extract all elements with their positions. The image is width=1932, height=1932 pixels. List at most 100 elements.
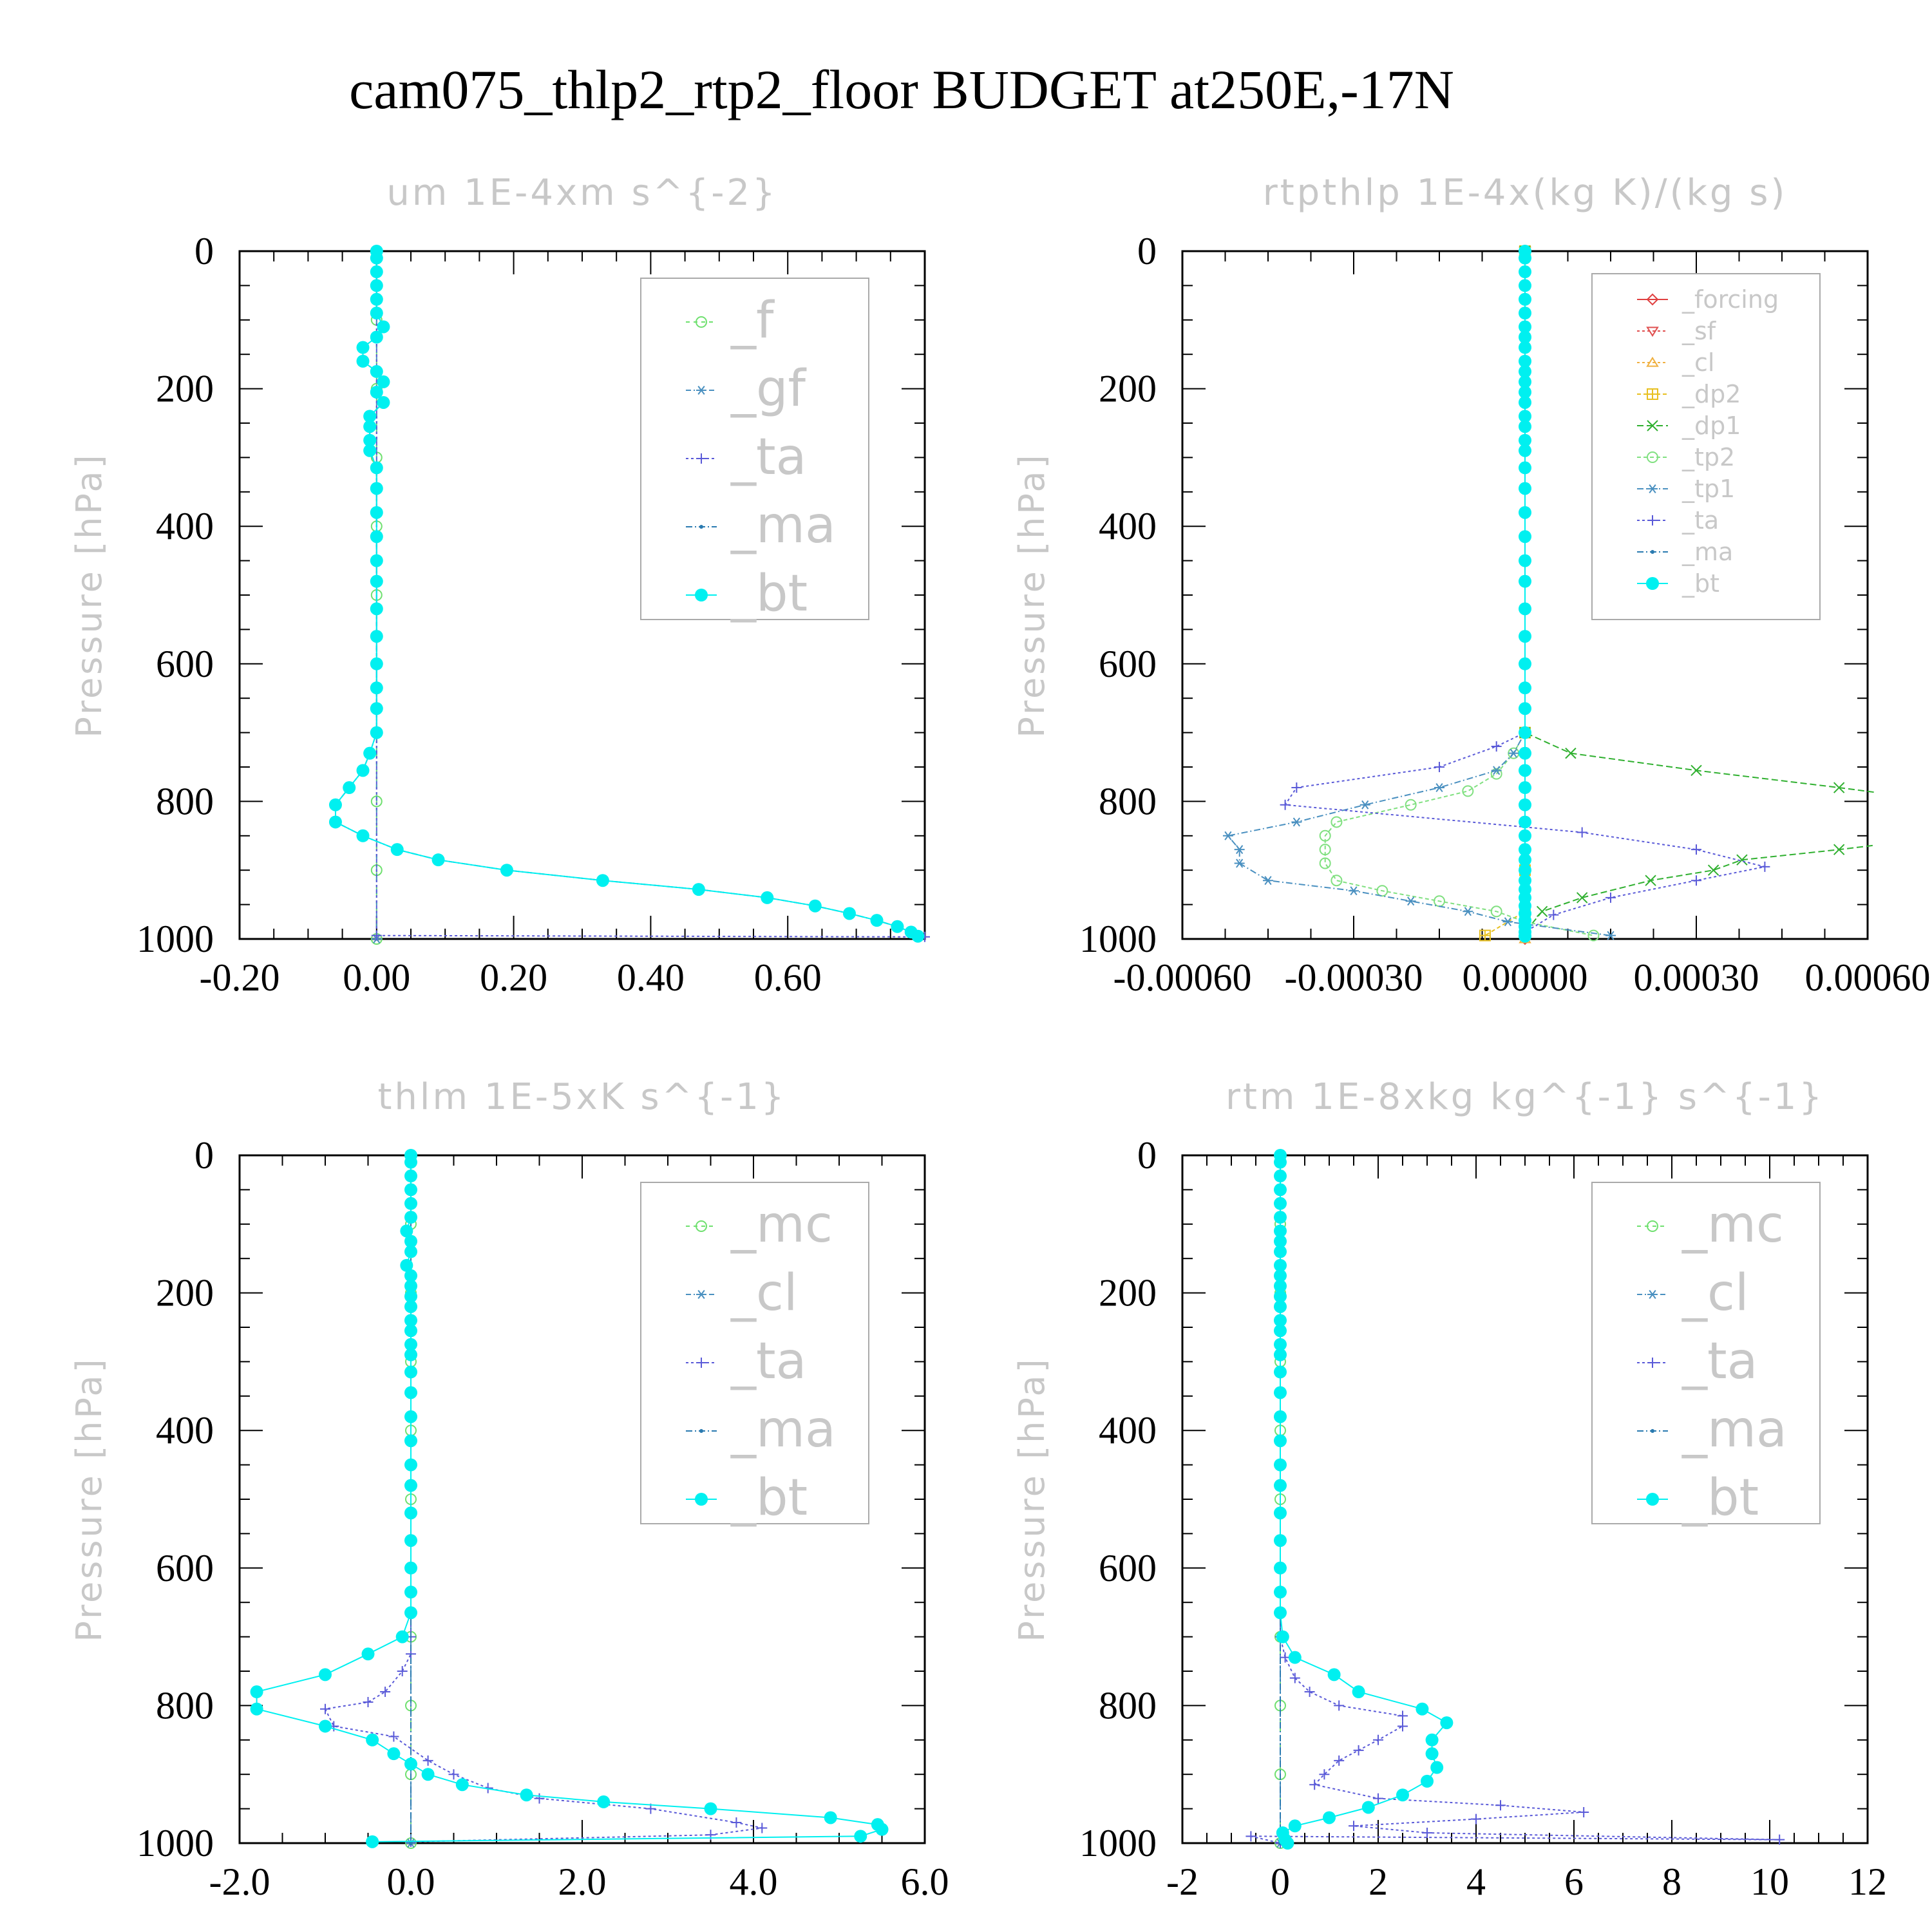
data-point [1334,1700,1345,1711]
series-line [1227,251,1611,936]
series-line [335,251,918,937]
x-tick-label: 6.0 [901,1861,949,1903]
legend-label: _ma [730,1401,836,1459]
data-point [395,1630,409,1643]
data-point [328,798,342,811]
data-point [404,1434,417,1448]
data-point [370,554,383,567]
data-point [404,1606,417,1620]
data-point [363,1697,374,1708]
legend: _f _gf _ta _ma _bt [640,278,869,623]
plot-area [328,245,930,945]
y-tick-label: 0 [194,1134,214,1177]
data-point [370,506,383,519]
data-point [1519,829,1531,842]
data-point [319,1719,332,1733]
data-point [1291,817,1302,827]
data-point [1502,917,1513,927]
y-tick-label: 200 [1099,1272,1157,1314]
y-tick-label: 0 [1137,1134,1157,1177]
data-point [1519,764,1531,777]
legend-item: _cl [1637,348,1714,377]
data-point [370,385,383,399]
data-point [361,1647,375,1661]
data-point [1519,354,1531,368]
data-point [1274,1300,1287,1313]
data-point [328,815,342,829]
panel-title: rtpthlp 1E-4x(kg K)/(kg s) [1263,172,1788,214]
data-point [366,1733,379,1747]
legend-marker [1646,293,1659,306]
legend-item: _ta [1637,506,1719,535]
data-point [1519,279,1531,292]
x-tick-label: 0.00000 [1463,956,1588,999]
data-point [1519,702,1531,715]
figure-title: cam075_thlp2_rtp2_floor BUDGET at250E,-1… [349,59,1454,120]
data-point [370,657,383,670]
data-point [1519,375,1531,388]
data-point [380,1687,391,1698]
data-point [1508,748,1519,758]
panel-title: thlm 1E-5xK s^{-1} [377,1076,786,1118]
data-point [1519,554,1531,567]
data-point [390,843,404,857]
data-point [891,920,904,933]
legend-label: _ta [730,1332,806,1390]
data-point [1430,1761,1444,1774]
y-tick-label: 600 [156,1547,214,1589]
data-point [1373,1734,1383,1745]
data-point [363,746,377,760]
data-point [1291,782,1302,793]
data-point [1274,1183,1287,1197]
data-point [1289,1672,1300,1683]
data-point [250,1685,263,1699]
panel-rtpthlp: rtpthlp 1E-4x(kg K)/(kg s) Pressure [hPa]… [1012,172,1931,999]
legend-marker [1647,515,1658,526]
series-tp1 [1222,247,1616,940]
data-point [371,930,382,941]
legend-label: _bt [1681,1469,1759,1527]
y-tick-label: 800 [156,780,214,822]
y-tick-label: 1000 [137,918,214,960]
data-point [1274,1197,1287,1210]
legend-label: _sf [1681,317,1717,345]
legend-marker [1647,420,1658,431]
data-point [1361,1801,1375,1814]
data-point [404,1170,417,1183]
legend: _forcing _sf _cl _dp2 _dp1 _tp2 _tp1 _ta _ma _bt [1591,273,1821,620]
legend-marker [696,316,707,328]
x-tick-label: 12 [1848,1861,1887,1903]
data-point [761,891,774,904]
data-point [1327,1668,1341,1681]
data-point [404,1586,417,1599]
x-tick-label: -0.00030 [1285,956,1423,999]
data-point [1274,1534,1287,1548]
legend-item: _ta [686,428,806,486]
x-tick-label: 0.20 [480,956,547,999]
y-axis-label: Pressure [hPa] [69,452,109,737]
legend-item: _f [686,292,775,350]
data-point [404,1324,417,1338]
data-point [1274,1338,1287,1351]
x-tick-label: 0.00030 [1634,956,1759,999]
data-point [1416,1702,1429,1716]
legend-label: _ta [1681,1332,1757,1390]
legend-label: _ma [1681,538,1733,566]
legend-marker [696,453,706,464]
data-point [1234,858,1245,868]
data-point [404,1155,417,1169]
data-point [808,899,822,913]
data-point [1288,1819,1302,1833]
data-point [377,375,390,388]
data-point [1519,726,1531,739]
legend-item: _tp1 [1637,475,1735,503]
legend-item: _cl [1637,1264,1749,1322]
data-point [370,365,383,378]
data-point [370,279,383,292]
data-point [1519,307,1531,320]
data-point [363,410,377,423]
plot-area [1245,1149,1785,1850]
data-point [1274,1386,1287,1399]
data-point [370,307,383,320]
y-axis-label: Pressure [hPa] [1012,1356,1052,1642]
